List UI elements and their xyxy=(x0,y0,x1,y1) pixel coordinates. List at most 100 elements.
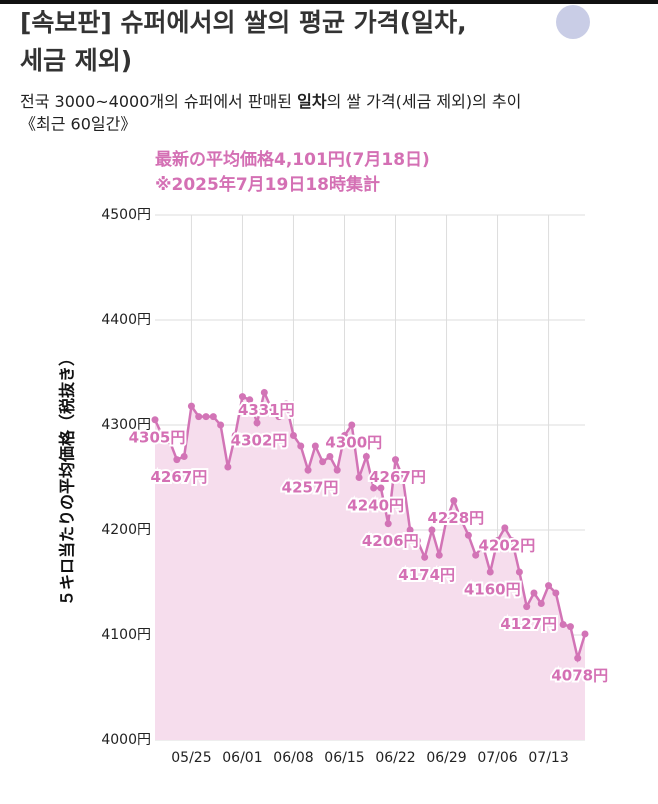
point xyxy=(406,526,414,534)
annotation: ※2025年7月19日18時集計 xyxy=(155,174,380,195)
point xyxy=(282,400,290,408)
point xyxy=(238,393,246,401)
point xyxy=(333,466,341,474)
point xyxy=(523,603,531,611)
value-label: 4202円 xyxy=(478,536,535,554)
point xyxy=(450,497,458,505)
point xyxy=(275,413,283,421)
point xyxy=(268,405,276,413)
logo xyxy=(556,5,590,39)
value-label: 4300円 xyxy=(325,434,382,452)
point xyxy=(581,630,589,638)
point xyxy=(195,413,203,421)
point xyxy=(253,419,261,427)
value-label: 4174円 xyxy=(398,566,455,584)
value-label: 4206円 xyxy=(362,532,419,550)
point xyxy=(311,442,319,450)
y-tick-label: 4400円 xyxy=(101,312,151,328)
x-tick-label: 06/15 xyxy=(324,750,364,766)
point xyxy=(479,542,487,550)
value-label: 4267円 xyxy=(150,468,207,486)
value-label: 4078円 xyxy=(551,667,608,685)
value-label: 4257円 xyxy=(282,479,339,497)
point xyxy=(399,474,407,481)
point xyxy=(443,516,451,523)
point xyxy=(348,421,356,429)
area xyxy=(155,392,585,740)
point xyxy=(435,551,443,559)
y-axis-label: ５キロ当たりの平均価格（税抜き） xyxy=(58,350,77,606)
point xyxy=(202,413,210,421)
y-tick-label: 4300円 xyxy=(101,417,151,433)
point xyxy=(559,621,567,628)
point xyxy=(370,484,378,492)
value-label: 4305円 xyxy=(129,428,186,446)
line xyxy=(153,388,587,663)
y-tick-label: 4000円 xyxy=(101,732,151,748)
x-tick-label: 06/01 xyxy=(222,750,262,766)
point xyxy=(151,416,159,424)
x-tick-label: 07/13 xyxy=(528,750,568,766)
point xyxy=(180,453,188,460)
annotation: 最新の平均価格4,101円(7月18日) xyxy=(155,149,430,170)
point xyxy=(355,474,363,481)
point xyxy=(486,568,494,576)
point xyxy=(297,442,305,450)
x-tick-label: 06/22 xyxy=(375,750,415,766)
value-label: 4240円 xyxy=(347,497,404,515)
point xyxy=(246,396,254,404)
point xyxy=(384,520,392,528)
point xyxy=(508,537,516,544)
y-tick-label: 4200円 xyxy=(101,522,151,538)
point xyxy=(362,453,370,460)
point xyxy=(340,432,348,439)
value-label: 4302円 xyxy=(231,431,288,449)
point xyxy=(574,654,582,662)
value-label: 4127円 xyxy=(500,615,557,633)
point xyxy=(552,589,560,597)
point xyxy=(472,551,480,559)
point xyxy=(545,582,553,590)
point xyxy=(187,402,195,410)
point xyxy=(537,600,545,607)
point xyxy=(530,589,538,597)
point xyxy=(377,484,385,492)
x-tick-label: 06/08 xyxy=(273,750,313,766)
point xyxy=(392,456,400,464)
point xyxy=(289,432,297,439)
point xyxy=(231,432,239,439)
point xyxy=(173,456,181,464)
y-tick-label: 4100円 xyxy=(101,627,151,643)
subtitle-part: 일차 xyxy=(297,92,327,111)
subtitle-part: 의 쌀 가격(세금 제외)의 추이 xyxy=(327,92,522,111)
point xyxy=(464,531,472,539)
x-tick-label: 05/25 xyxy=(171,750,211,766)
point xyxy=(428,526,436,534)
point xyxy=(457,516,465,523)
value-label: 4331円 xyxy=(238,401,295,419)
value-label: 4267円 xyxy=(369,468,426,486)
subtitle-part: 전국 3000~4000개의 슈퍼에서 판매된 xyxy=(20,92,297,111)
y-tick-label: 4500円 xyxy=(101,207,151,223)
point xyxy=(209,413,217,421)
value-label: 4228円 xyxy=(427,509,484,527)
point xyxy=(326,453,334,460)
point xyxy=(515,568,523,576)
point xyxy=(166,437,174,445)
title-line: 세금 제외) xyxy=(20,46,132,75)
point xyxy=(413,537,421,544)
point xyxy=(494,537,502,544)
top-bar xyxy=(0,0,658,4)
point xyxy=(224,463,232,471)
subtitle: 전국 3000~4000개의 슈퍼에서 판매된 일차의 쌀 가격(세금 제외)의… xyxy=(20,92,521,111)
point xyxy=(319,458,327,466)
point xyxy=(304,466,312,474)
point xyxy=(260,388,268,396)
title-line: [속보판] 슈퍼에서의 쌀의 평균 가격(일차, xyxy=(20,8,467,37)
x-tick-label: 07/06 xyxy=(477,750,517,766)
point xyxy=(217,421,225,429)
point xyxy=(566,623,574,631)
x-tick-label: 06/29 xyxy=(426,750,466,766)
point xyxy=(501,524,509,532)
